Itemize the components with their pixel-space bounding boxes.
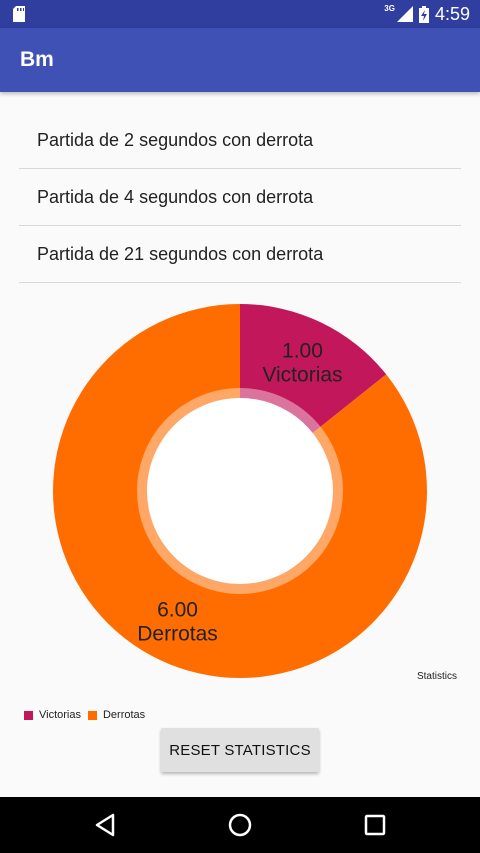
app-title: Bm [20,48,54,71]
list-item-label: Partida de 4 segundos con derrota [37,186,314,207]
chart-legend: Victorias Derrotas [24,709,152,721]
list-item[interactable]: Partida de 21 segundos con derrota [19,226,461,283]
status-bar: 3G 4:59 [0,0,480,28]
legend-swatch [24,710,33,720]
donut-hole [147,398,333,584]
app-bar: Bm [0,28,480,92]
list-item[interactable]: Partida de 4 segundos con derrota [19,169,461,226]
legend-swatch [87,710,97,720]
recents-icon[interactable] [361,811,389,839]
network-type: 3G [384,3,395,13]
navigation-bar [0,797,480,853]
slice-value-label: 6.00 [157,599,198,622]
legend-item-derrotas: Derrotas [87,709,146,721]
slice-name-label: Victorias [262,363,342,386]
slice-value-label: 1.00 [282,339,323,362]
sd-card-icon [13,6,25,22]
signal-icon [396,6,413,22]
legend-label: Derrotas [102,709,146,721]
legend-label: Victorias [39,709,81,721]
list-item[interactable]: Partida de 2 segundos con derrota [19,112,461,169]
legend-item-victorias: Victorias [24,709,81,721]
games-list: Partida de 2 segundos con derrota Partid… [19,112,461,283]
back-icon[interactable] [92,811,120,839]
clock: 4:59 [434,3,470,24]
home-icon[interactable] [226,811,254,839]
chart-caption: Statistics [416,671,457,682]
list-item-label: Partida de 21 segundos con derrota [37,243,324,264]
reset-statistics-button[interactable]: RESET STATISTICS [161,728,319,772]
pie-chart[interactable]: 1.00 Victorias 6.00 Derrotas Statistics [0,290,480,730]
battery-icon [418,5,429,23]
list-item-label: Partida de 2 segundos con derrota [37,129,314,150]
slice-name-label: Derrotas [137,623,218,646]
